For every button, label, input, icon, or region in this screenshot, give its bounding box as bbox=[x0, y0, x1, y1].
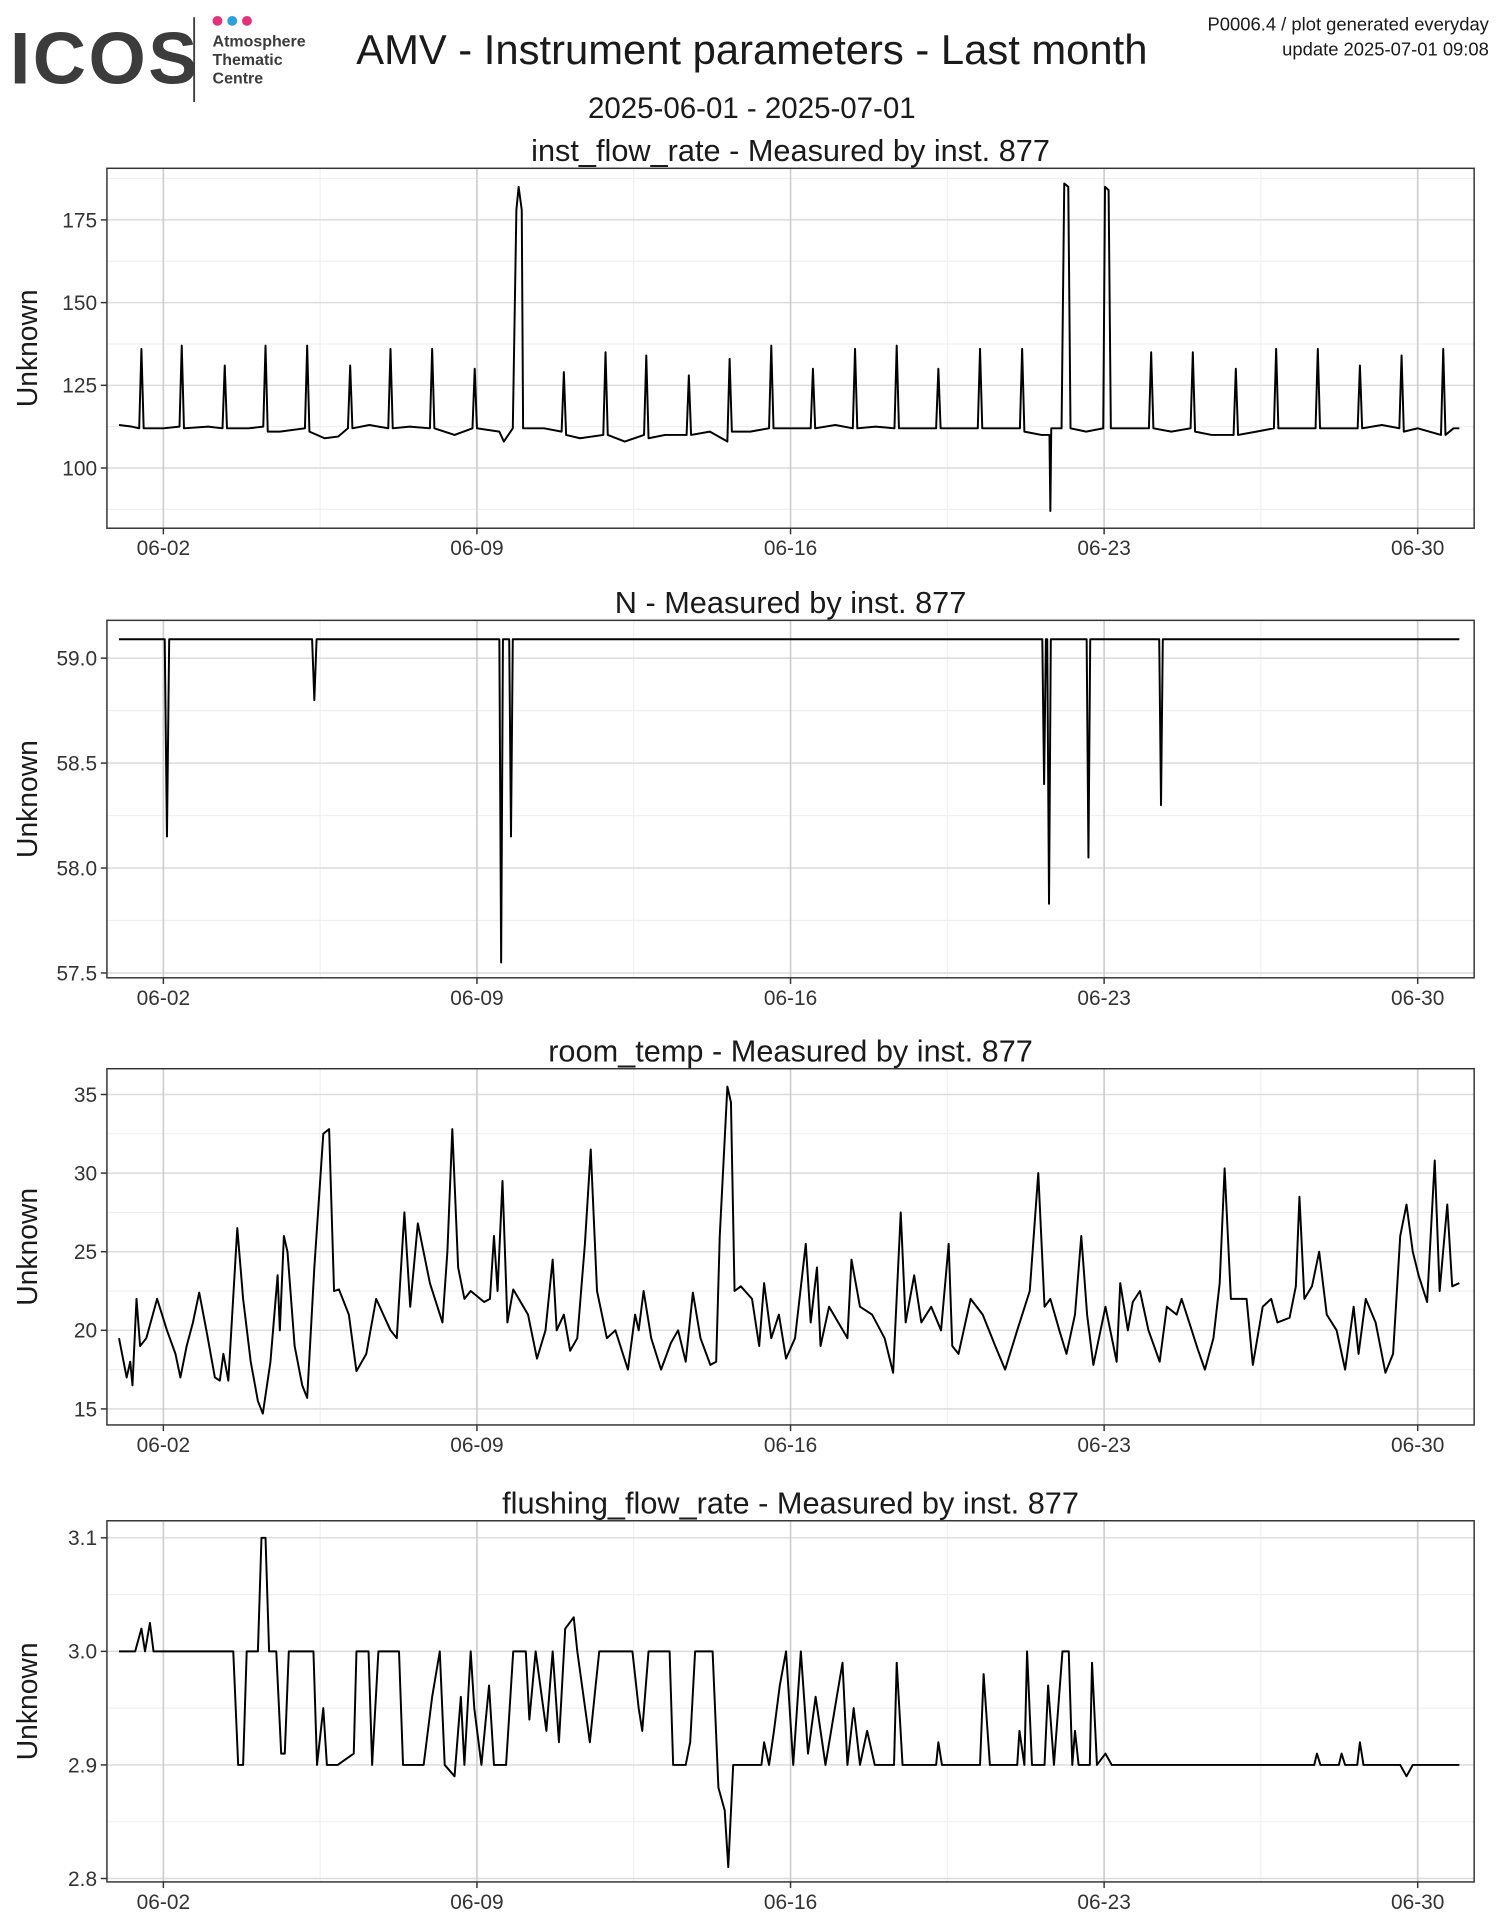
x-tick-label: 06-23 bbox=[1077, 987, 1130, 1010]
x-tick-label: 06-30 bbox=[1391, 1434, 1444, 1457]
x-tick-label: 06-09 bbox=[450, 1434, 503, 1457]
y-tick-label: 125 bbox=[62, 375, 97, 398]
logo-sub: Centre bbox=[213, 71, 264, 88]
data-line bbox=[119, 1536, 1460, 1869]
logo-dot bbox=[212, 15, 223, 26]
y-tick-label: 3.0 bbox=[68, 1641, 97, 1664]
y-tick-label: 100 bbox=[62, 457, 97, 480]
x-tick-label: 06-02 bbox=[137, 1891, 190, 1914]
panel: 15 20 25 30 35 06-02 06-09 06-16 06-23 06-30 room_… bbox=[11, 1033, 1475, 1457]
plot-border bbox=[106, 1520, 1475, 1883]
x-tick-label: 06-16 bbox=[764, 1891, 817, 1914]
panel-title: N - Measured by inst. 877 bbox=[615, 585, 967, 620]
plot-border bbox=[106, 1067, 1475, 1426]
x-tick-label: 06-30 bbox=[1391, 987, 1444, 1010]
x-tick-label: 06-02 bbox=[137, 537, 190, 560]
y-tick-label: 15 bbox=[74, 1398, 97, 1421]
y-tick-label: 150 bbox=[62, 292, 97, 315]
page-subtitle: 2025-06-01 - 2025-07-01 bbox=[588, 92, 916, 125]
logo-text: ICOS bbox=[10, 17, 200, 100]
x-tick-label: 06-23 bbox=[1077, 1891, 1130, 1914]
x-tick-label: 06-09 bbox=[450, 537, 503, 560]
logo-dot bbox=[242, 15, 252, 26]
x-tick-label: 06-23 bbox=[1077, 537, 1130, 560]
plot-border bbox=[106, 167, 1475, 529]
panel-title: room_temp - Measured by inst. 877 bbox=[548, 1033, 1033, 1068]
x-tick-label: 06-30 bbox=[1391, 1891, 1444, 1914]
x-tick-label: 06-09 bbox=[450, 987, 503, 1010]
header: ICOS Atmosphere Thematic Centre AMV - In… bbox=[10, 14, 1490, 125]
y-tick-label: 35 bbox=[74, 1084, 97, 1107]
y-tick-label: 2.8 bbox=[68, 1868, 97, 1891]
x-tick-label: 06-30 bbox=[1391, 537, 1444, 560]
x-tick-label: 06-02 bbox=[137, 1434, 190, 1457]
data-line bbox=[118, 182, 1460, 512]
y-tick-label: 20 bbox=[74, 1320, 97, 1343]
x-tick-label: 06-23 bbox=[1077, 1434, 1130, 1457]
panel-title: flushing_flow_rate - Measured by inst. 8… bbox=[502, 1485, 1079, 1520]
x-tick-label: 06-16 bbox=[764, 1434, 817, 1457]
y-tick-label: 59.0 bbox=[56, 647, 97, 670]
x-tick-label: 06-02 bbox=[137, 987, 190, 1010]
data-line bbox=[118, 1085, 1460, 1415]
y-axis-title: Unknown bbox=[11, 1188, 43, 1306]
x-tick-label: 06-16 bbox=[764, 987, 817, 1010]
y-tick-label: 58.0 bbox=[56, 857, 97, 880]
y-tick-label: 57.5 bbox=[56, 962, 97, 985]
panel-title: inst_flow_rate - Measured by inst. 877 bbox=[531, 133, 1050, 168]
panel: 57.5 58.0 58.5 59.0 06-02 06-09 06-16 06-23 06-3… bbox=[11, 585, 1475, 1010]
data-line bbox=[119, 638, 1460, 964]
page-title: AMV - Instrument parameters - Last month bbox=[356, 26, 1147, 73]
plot-border bbox=[106, 619, 1475, 979]
y-tick-label: 2.9 bbox=[68, 1754, 97, 1777]
x-tick-label: 06-16 bbox=[764, 537, 817, 560]
y-tick-label: 58.5 bbox=[56, 752, 97, 775]
logo-dot bbox=[227, 15, 238, 26]
y-axis-title: Unknown bbox=[11, 1642, 43, 1760]
x-tick-label: 06-09 bbox=[450, 1891, 503, 1914]
y-axis-title: Unknown bbox=[11, 289, 43, 407]
logo-sub: Thematic bbox=[213, 52, 283, 69]
panel: 100 125 150 175 06-02 06-09 06-16 06-23 06-30 ins… bbox=[11, 133, 1475, 560]
y-axis-title: Unknown bbox=[11, 740, 43, 858]
y-tick-label: 25 bbox=[74, 1241, 97, 1264]
page-note: P0006.4 / plot generated everyday bbox=[1207, 14, 1489, 35]
panel: 2.8 2.9 3.0 3.1 06-02 06-09 06-16 06-23 06-30 flu… bbox=[11, 1485, 1475, 1914]
page-update: update 2025-07-01 09:08 bbox=[1282, 38, 1489, 59]
y-tick-label: 30 bbox=[74, 1162, 97, 1185]
y-tick-label: 175 bbox=[62, 209, 97, 232]
y-tick-label: 3.1 bbox=[68, 1527, 97, 1550]
logo-sub: Atmosphere bbox=[213, 34, 306, 51]
